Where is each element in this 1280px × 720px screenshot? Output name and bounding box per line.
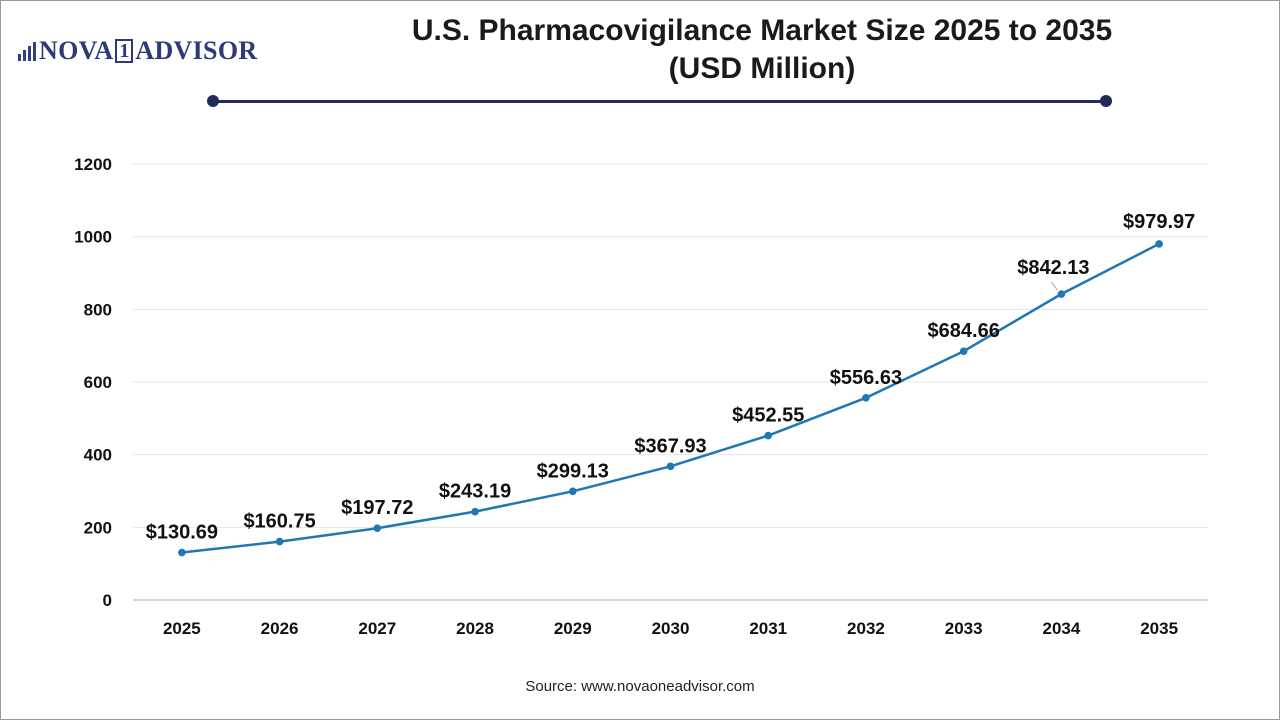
brand-logo: NOVA 1 ADVISOR (18, 36, 257, 66)
x-tick-label: 2034 (1042, 619, 1080, 638)
data-label: $243.19 (439, 481, 511, 503)
logo-text-right: ADVISOR (135, 36, 258, 65)
title-underline (213, 100, 1106, 103)
data-label: $130.69 (146, 522, 218, 544)
data-label: $299.13 (537, 460, 609, 482)
logo-text-left: NOVA (39, 36, 114, 65)
x-tick-label: 2026 (261, 619, 299, 638)
series-line (181, 242, 1160, 554)
data-point (1057, 290, 1066, 298)
y-tick-label: 400 (84, 446, 112, 465)
bar-chart-icon (18, 41, 36, 61)
y-tick-label: 0 (103, 591, 112, 610)
x-tick-label: 2027 (358, 619, 396, 638)
data-label: $842.13 (1017, 257, 1089, 279)
y-tick-label: 800 (84, 300, 112, 319)
y-tick-label: 1000 (74, 228, 112, 247)
y-tick-label: 1200 (74, 155, 112, 174)
data-point (959, 347, 968, 356)
data-point (862, 393, 870, 402)
x-tick-label: 2033 (945, 619, 983, 638)
chart-title-line2: (USD Million) (668, 52, 856, 85)
data-label: $452.55 (732, 405, 804, 427)
data-label: $979.97 (1123, 211, 1195, 233)
logo-number: 1 (115, 39, 134, 63)
data-point (178, 548, 186, 557)
x-tick-label: 2032 (847, 619, 885, 638)
x-tick-label: 2035 (1140, 619, 1178, 638)
data-label: $684.66 (928, 320, 1000, 342)
x-tick-label: 2028 (456, 619, 494, 638)
chart-title-line1: U.S. Pharmacovigilance Market Size 2025 … (411, 14, 1113, 47)
data-point (373, 524, 382, 532)
data-point (666, 462, 675, 471)
data-point (764, 431, 773, 440)
data-point (275, 537, 284, 546)
y-tick-label: 200 (84, 518, 112, 537)
x-tick-label: 2025 (163, 619, 201, 638)
x-tick-label: 2030 (652, 619, 690, 638)
data-point (471, 507, 479, 516)
data-label: $160.75 (243, 511, 315, 533)
leader-line (1051, 281, 1058, 291)
data-point (1155, 240, 1163, 248)
data-label: $556.63 (830, 367, 902, 389)
title-underline-dot-left (207, 95, 219, 107)
data-point (568, 487, 577, 496)
title-underline-dot-right (1100, 95, 1112, 107)
data-label: $367.93 (634, 435, 706, 457)
source-note: Source: www.novaoneadvisor.com (525, 678, 755, 695)
y-tick-label: 600 (84, 373, 112, 392)
chart-title: U.S. Pharmacovigilance Market Size 2025 … (300, 12, 1224, 88)
x-tick-label: 2031 (749, 619, 787, 638)
data-label: $197.72 (341, 497, 413, 519)
x-tick-label: 2029 (554, 619, 592, 638)
